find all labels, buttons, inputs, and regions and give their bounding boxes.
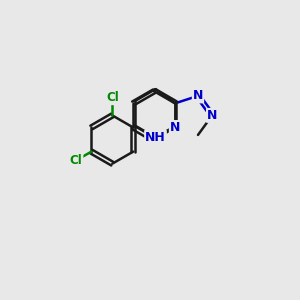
- Text: N: N: [207, 109, 217, 122]
- Text: N: N: [149, 133, 159, 146]
- Text: N: N: [170, 121, 180, 134]
- Text: Cl: Cl: [106, 91, 119, 104]
- Text: Cl: Cl: [70, 154, 83, 167]
- Text: NH: NH: [145, 131, 166, 144]
- Text: N: N: [193, 89, 203, 102]
